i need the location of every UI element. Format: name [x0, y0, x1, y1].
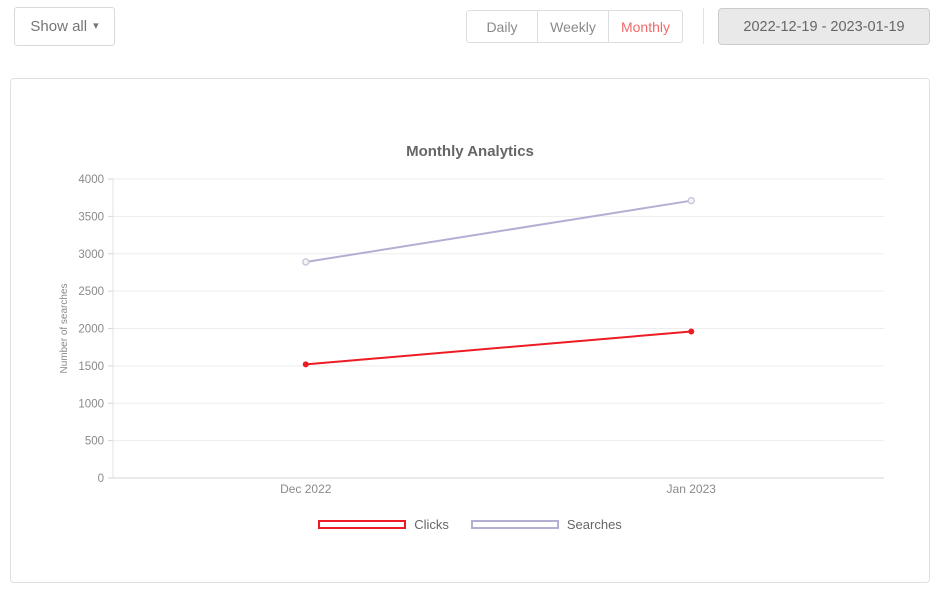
y-tick-label: 2000 [78, 324, 104, 336]
tab-weekly[interactable]: Weekly [537, 10, 609, 43]
analytics-chart: 0 500 1000 1500 2000 2500 3000 3500 4000 Dec 2022… [59, 174, 884, 496]
series-line-searches [305, 199, 692, 263]
tab-daily[interactable]: Daily [466, 10, 538, 43]
y-tick-label: 2500 [78, 286, 104, 298]
show-all-label: Show all [30, 18, 88, 35]
caret-down-icon: ▾ [93, 20, 99, 32]
tab-monthly[interactable]: Monthly [608, 10, 683, 43]
toolbar-divider [703, 8, 704, 44]
y-tick-label: 500 [85, 436, 104, 448]
y-tick-label: 4000 [78, 174, 104, 186]
y-tick-label: 3500 [78, 211, 104, 223]
legend-label: Searches [566, 517, 622, 532]
x-tick-label: Dec 2022 [280, 482, 332, 496]
y-tick-label: 1500 [78, 361, 104, 373]
y-tick-label: 1000 [78, 398, 104, 410]
legend-swatch [318, 520, 407, 529]
x-tick-label: Jan 2023 [667, 482, 717, 496]
legend-label: Clicks [414, 517, 449, 532]
data-point-searches [302, 258, 310, 266]
data-point-clicks [688, 328, 695, 335]
chart-title: Monthly Analytics [406, 143, 534, 160]
chart-panel: Monthly Analytics 0 500 1000 1500 2000 2500 30… [10, 78, 930, 583]
data-point-searches [687, 196, 695, 205]
y-tick-label: 0 [98, 473, 104, 485]
date-range-button[interactable]: 2022-12-19 - 2023-01-19 [718, 8, 930, 45]
show-all-dropdown[interactable]: Show all ▾ [14, 7, 115, 46]
data-point-clicks [302, 361, 309, 368]
y-tick-label: 3000 [78, 249, 104, 261]
y-axis-title: Number of searches [59, 283, 70, 373]
legend-swatch [470, 520, 559, 529]
period-tab-group: Daily Weekly Monthly [466, 10, 683, 43]
legend-item-clicks[interactable]: Clicks [318, 517, 449, 532]
series-line-clicks [305, 330, 692, 366]
chart-legend: Clicks Searches [11, 517, 929, 532]
legend-item-searches[interactable]: Searches [470, 517, 622, 532]
